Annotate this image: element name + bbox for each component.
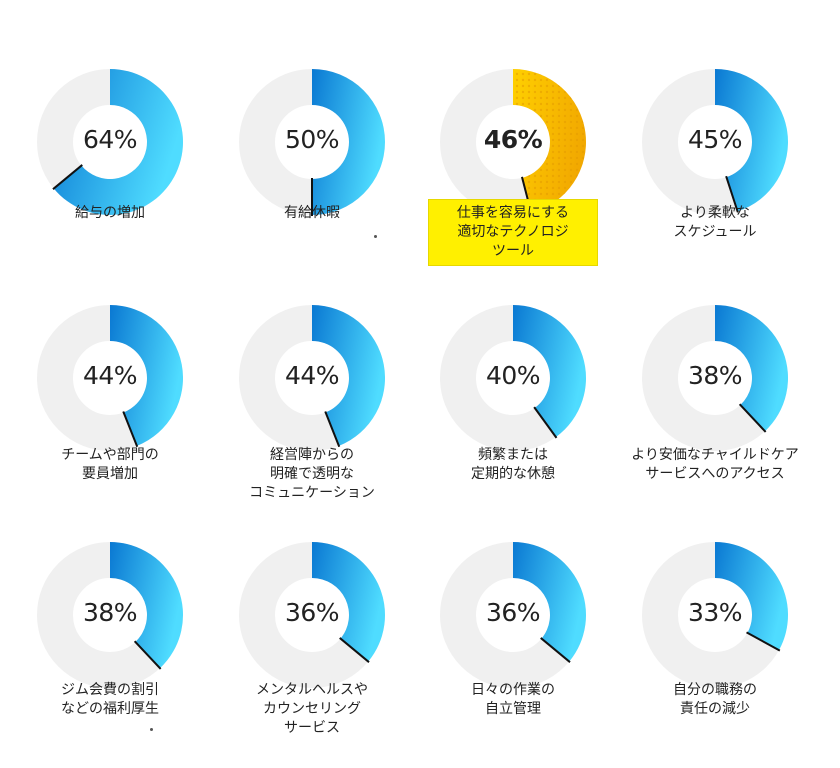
percentage-label: 38%: [82, 598, 138, 627]
percentage-label: 44%: [284, 361, 340, 390]
category-label: 日々の作業の 自立管理: [413, 681, 613, 719]
stray-dot: [150, 728, 153, 731]
category-label: 自分の職務の 責任の減少: [615, 681, 815, 719]
category-label: 有給休暇: [212, 204, 412, 223]
percentage-label: 36%: [284, 598, 340, 627]
category-label: 経営陣からの 明確で透明な コミュニケーション: [212, 446, 412, 503]
category-label-line: 頻繁または: [478, 447, 548, 463]
donut-segment-edge: [133, 640, 162, 670]
category-label-line: スケジュール: [673, 224, 757, 240]
donut-chart: [37, 305, 184, 451]
donut-item: 44% 経営陣からの 明確で透明な コミュニケーション: [212, 283, 412, 533]
donut-chart: [440, 305, 586, 451]
donut-segment-edge: [725, 175, 739, 213]
donut-segment-edge: [540, 637, 571, 663]
donut-item: 36% メンタルヘルスや カウンセリング サービス: [212, 520, 412, 768]
category-label-line: メンタルヘルスや: [256, 682, 368, 698]
category-label: より安価なチャイルドケア サービスへのアクセス: [615, 446, 815, 484]
percentage-label: 45%: [687, 125, 743, 154]
donut-item-highlighted: 46% 仕事を容易にする 適切なテクノロジ ツール: [413, 47, 613, 297]
donut-segment-edge: [122, 411, 139, 448]
donut-item: 50% 有給休暇: [212, 47, 412, 297]
donut-chart: [37, 542, 183, 688]
donut-segment-edge: [533, 406, 558, 439]
category-label-line: 自分の職務の: [673, 682, 757, 698]
donut-item: 64% 給与の増加: [10, 47, 210, 297]
donut-segment: [513, 305, 586, 438]
donut-chart: [642, 69, 788, 215]
category-label-line: 要員増加: [82, 466, 138, 482]
percentage-label: 33%: [687, 598, 743, 627]
donut-chart: [239, 69, 385, 216]
donut-item: 45% より柔軟な スケジュール: [615, 47, 815, 297]
category-label: 給与の増加: [10, 204, 210, 223]
percentage-label: 38%: [687, 361, 743, 390]
donut-chart: [440, 542, 586, 688]
donut-item: 38% ジム会費の割引 などの福利厚生: [10, 520, 210, 768]
donut-item: 44% チームや部門の 要員増加: [10, 283, 210, 533]
category-label-line: ツール: [492, 243, 534, 259]
category-label-line: 給与の増加: [75, 205, 145, 221]
stray-dot: [374, 235, 377, 238]
donut-segment: [715, 69, 788, 212]
donut-item: 38% より安価なチャイルドケア サービスへのアクセス: [615, 283, 815, 533]
percentage-label: 44%: [82, 361, 138, 390]
donut-item: 33% 自分の職務の 責任の減少: [615, 520, 815, 768]
donut-segment-edge: [738, 403, 767, 433]
donut-item: 40% 頻繁または 定期的な休憩: [413, 283, 613, 533]
category-label-line: より柔軟な: [680, 205, 750, 221]
category-label-line: 定期的な休憩: [471, 466, 555, 482]
category-label-line: より安価なチャイルドケア: [631, 447, 799, 463]
category-label-line: 日々の作業の: [471, 682, 555, 698]
donut-item: 36% 日々の作業の 自立管理: [413, 520, 613, 768]
donut-chart: [642, 542, 788, 688]
donut-segment-edge: [339, 637, 370, 663]
percentage-label: 36%: [485, 598, 541, 627]
category-label: 頻繁または 定期的な休憩: [413, 446, 613, 484]
donut-segment: [312, 542, 385, 662]
donut-chart: [239, 305, 385, 451]
highlighted-category-label: 仕事を容易にする 適切なテクノロジ ツール: [428, 199, 598, 266]
donut-segment: [513, 542, 586, 662]
category-label-line: カウンセリング: [263, 701, 361, 717]
donut-segment: [53, 69, 183, 216]
donut-segment-edge: [746, 631, 781, 652]
category-label: メンタルヘルスや カウンセリング サービス: [212, 681, 412, 738]
category-label-line: コミュニケーション: [249, 485, 375, 501]
donut-segment: [312, 305, 385, 446]
donut-chart: [642, 305, 788, 451]
category-label-line: 責任の減少: [680, 701, 750, 717]
category-label: チームや部門の 要員増加: [10, 446, 210, 484]
category-label-line: 経営陣からの: [270, 447, 354, 463]
category-label-line: 明確で透明な: [270, 466, 354, 482]
category-label-line: ジム会費の割引: [61, 682, 159, 698]
donut-segment: [715, 305, 788, 432]
category-label-line: サービス: [284, 720, 340, 736]
percentage-label: 46%: [483, 125, 543, 154]
category-label-line: などの福利厚生: [61, 701, 159, 717]
category-label-line: 有給休暇: [284, 205, 340, 221]
category-label-line: サービスへのアクセス: [645, 466, 785, 482]
percentage-label: 64%: [82, 125, 138, 154]
donut-chart: [37, 69, 183, 216]
category-label: より柔軟な スケジュール: [615, 204, 815, 242]
donut-segment-edge: [52, 164, 83, 190]
donut-chart: [239, 542, 385, 688]
category-label-line: 自立管理: [485, 701, 541, 717]
category-label-line: 仕事を容易にする: [456, 205, 570, 221]
donut-segment-edge: [324, 411, 341, 448]
category-label-line: 適切なテクノロジ: [457, 224, 569, 240]
donut-segment: [312, 69, 385, 215]
donut-segment-pattern: [513, 69, 586, 213]
donut-segment: [715, 542, 788, 651]
donut-chart: [440, 69, 586, 215]
percentage-label: 40%: [485, 361, 541, 390]
percentage-label: 50%: [284, 125, 340, 154]
donut-segment: [110, 542, 183, 669]
donut-segment: [110, 305, 184, 446]
category-label-line: チームや部門の: [61, 447, 159, 463]
category-label: ジム会費の割引 などの福利厚生: [10, 681, 210, 719]
